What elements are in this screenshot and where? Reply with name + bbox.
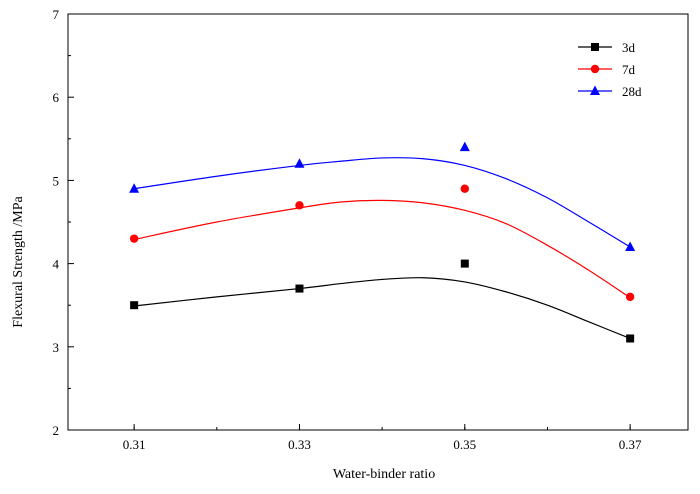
x-tick-label: 0.33	[288, 437, 311, 452]
y-tick-label: 4	[53, 257, 60, 272]
legend-marker-7d	[590, 64, 600, 74]
axes: 0.31 0.33 0.35 0.37 2 3 4 5 6 7	[53, 7, 689, 452]
y-tick-label: 7	[53, 7, 60, 22]
data-point-28d	[625, 241, 636, 251]
legend-label-28d: 28d	[622, 84, 642, 99]
data-point-7d	[625, 292, 635, 302]
y-tick-label: 6	[53, 90, 60, 105]
data-point-3d	[130, 301, 139, 310]
data-point-3d	[460, 259, 469, 268]
y-tick-label: 3	[53, 340, 60, 355]
plot-frame	[67, 13, 689, 431]
data-markers	[129, 141, 636, 343]
data-point-7d	[129, 234, 139, 243]
y-axis-title: Flexural Strength /MPa	[11, 195, 26, 327]
data-point-28d	[459, 141, 470, 152]
data-point-7d	[460, 184, 469, 193]
x-axis-title: Water-binder ratio	[333, 467, 435, 482]
legend-marker-3d	[591, 43, 599, 51]
legend: 3d 7d 28d	[578, 40, 642, 99]
data-point-3d	[295, 284, 304, 293]
fit-curve-7d	[134, 199, 631, 299]
x-tick-label: 0.37	[619, 437, 642, 452]
data-point-3d	[626, 334, 635, 343]
y-tick-label: 5	[53, 173, 60, 188]
data-point-28d	[129, 183, 140, 193]
data-point-7d	[295, 201, 304, 210]
fit-curve-28d	[134, 157, 631, 248]
x-tick-label: 0.35	[453, 437, 476, 452]
legend-marker-28d	[590, 85, 600, 95]
x-tick-label: 0.31	[123, 437, 146, 452]
legend-label-7d: 7d	[622, 62, 636, 77]
legend-label-3d: 3d	[622, 40, 636, 55]
fit-curves	[134, 157, 631, 340]
data-point-28d	[294, 158, 305, 168]
y-tick-label: 2	[53, 423, 60, 438]
fit-curve-3d	[134, 277, 631, 340]
